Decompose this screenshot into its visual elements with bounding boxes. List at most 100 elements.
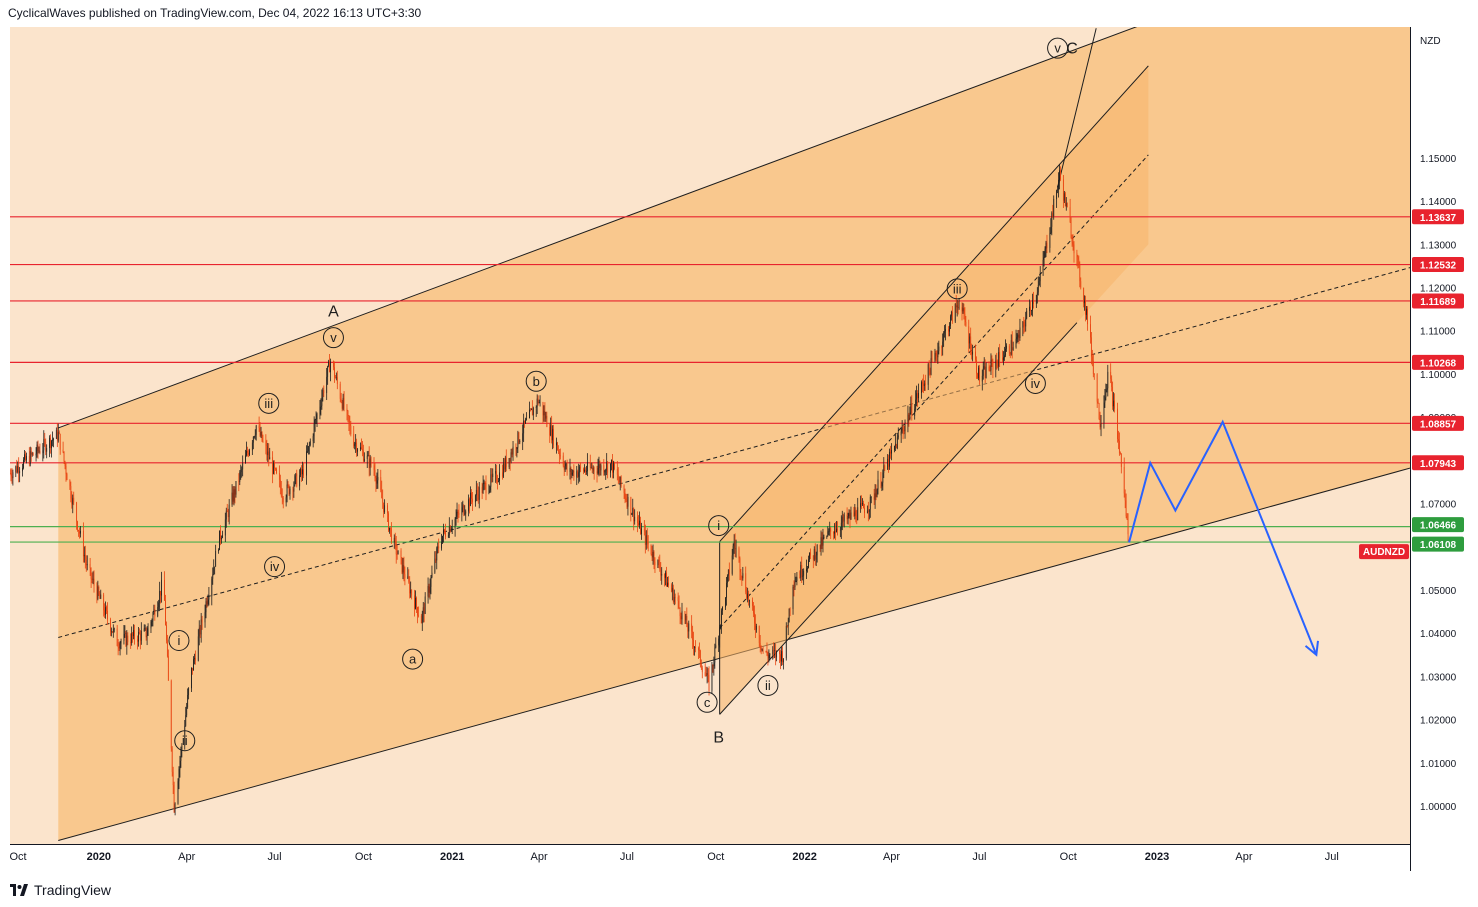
- candle-body: [630, 497, 632, 515]
- candle-body: [84, 554, 86, 561]
- candle-body: [1002, 357, 1003, 361]
- plot-area[interactable]: [10, 0, 1410, 842]
- candle-body: [688, 623, 690, 632]
- wave-label-ii[interactable]: ii: [757, 674, 779, 696]
- outer-channel-midline[interactable]: [58, 267, 1410, 638]
- candle-body: [1008, 345, 1010, 354]
- candle-body: [130, 642, 132, 644]
- candle-body: [485, 482, 487, 494]
- wave-c-extension-line[interactable]: [1057, 28, 1097, 188]
- candle-body: [255, 425, 257, 435]
- wave-label-i[interactable]: i: [168, 630, 190, 652]
- candle-body: [516, 447, 518, 450]
- candle-body: [407, 576, 409, 579]
- candle-body: [999, 352, 1001, 358]
- level-price-label-4: 1.08857: [1412, 415, 1464, 431]
- candle-body: [215, 550, 217, 567]
- wave-label-iv[interactable]: iv: [264, 556, 286, 578]
- candle-body: [941, 346, 943, 348]
- outer-channel-upper-line[interactable]: [58, 0, 1410, 429]
- candle-body: [680, 616, 682, 620]
- candle-body: [674, 596, 676, 598]
- candle-body: [491, 474, 493, 478]
- candle-body: [384, 505, 386, 513]
- candle-body: [65, 465, 67, 475]
- wave-label-B[interactable]: B: [713, 729, 724, 746]
- symbol-label[interactable]: AUDNZD: [1359, 544, 1409, 560]
- candle-body: [1097, 401, 1099, 404]
- candle-body: [1069, 207, 1071, 223]
- time-axis[interactable]: Oct 2020 Apr Jul Oct 2021 Apr Jul Oct 2022 Apr Jul O…: [9, 851, 1338, 863]
- candle-body: [107, 610, 108, 620]
- candle-body: [641, 528, 642, 535]
- candle-body: [1076, 253, 1078, 258]
- candle-body: [796, 577, 798, 581]
- inner-channel-midline[interactable]: [719, 154, 1149, 629]
- candle-body: [596, 471, 598, 474]
- candle-body: [613, 462, 614, 473]
- wave-label-i[interactable]: i: [708, 515, 730, 537]
- projection-path[interactable]: [1128, 419, 1318, 656]
- candle-body: [815, 555, 817, 560]
- wave-label-b[interactable]: b: [525, 370, 547, 392]
- inner-channel-lower-line[interactable]: [719, 322, 1078, 715]
- candle-body: [647, 542, 649, 545]
- candle-body: [664, 574, 666, 578]
- candle-body: [718, 638, 720, 646]
- candle-body: [518, 432, 520, 443]
- candle-body: [510, 452, 512, 462]
- candle-body: [105, 607, 106, 616]
- candle-body: [1064, 193, 1066, 207]
- candle-body: [82, 530, 84, 557]
- candle-body: [427, 586, 429, 597]
- candle-body: [901, 428, 903, 432]
- candle-body: [753, 605, 754, 614]
- candle-body: [1057, 189, 1058, 191]
- candle-body: [314, 420, 316, 424]
- candle-body: [330, 361, 331, 373]
- footer-brand[interactable]: TradingView: [10, 880, 111, 900]
- wave-label-v[interactable]: v: [1047, 37, 1069, 59]
- wave-label-c[interactable]: c: [696, 691, 718, 713]
- candle-body: [429, 586, 431, 593]
- level-price-label-bg: [1412, 293, 1464, 309]
- wave-label-C[interactable]: C: [1066, 40, 1078, 57]
- price-axis[interactable]: 1.15000 1.14000 1.13000 1.12000 1.11000 1.100…: [1420, 154, 1457, 813]
- candle-body: [740, 572, 742, 576]
- candle-body: [742, 573, 744, 579]
- candle-body: [35, 453, 37, 456]
- candle-body: [92, 578, 94, 580]
- candle-body: [233, 489, 235, 502]
- candle-body: [637, 516, 638, 524]
- wave-label-iv[interactable]: iv: [1024, 372, 1046, 394]
- candle-body: [274, 462, 275, 469]
- candle-body: [228, 504, 230, 518]
- wave-label-a[interactable]: a: [402, 648, 424, 670]
- candle-body: [698, 648, 699, 651]
- candle-body: [914, 408, 916, 416]
- candle-body: [1063, 193, 1065, 201]
- wave-label-iii[interactable]: iii: [946, 278, 968, 300]
- candle-body: [10, 473, 12, 477]
- wave-label-iii[interactable]: iii: [258, 392, 280, 414]
- candle-body: [455, 516, 457, 520]
- candle-body: [870, 496, 872, 498]
- candle-body: [768, 654, 770, 658]
- wave-label-ii[interactable]: ii: [174, 730, 196, 752]
- candle-body: [779, 650, 780, 655]
- wave-label-A[interactable]: A: [328, 303, 339, 320]
- candle-body: [883, 465, 885, 473]
- wave-label-v[interactable]: v: [322, 327, 344, 349]
- candle-body: [538, 402, 540, 404]
- candle-body: [923, 383, 925, 386]
- candle-body: [22, 467, 23, 472]
- level-price-label-3: 1.10268: [1412, 354, 1464, 370]
- level-price-label-bg: [1412, 536, 1464, 552]
- candle-body: [713, 662, 715, 667]
- wave-label-text: b: [533, 374, 540, 389]
- candle-body: [875, 493, 877, 498]
- candle-body: [758, 626, 760, 644]
- candle-body: [86, 564, 88, 566]
- candle-body: [222, 535, 223, 538]
